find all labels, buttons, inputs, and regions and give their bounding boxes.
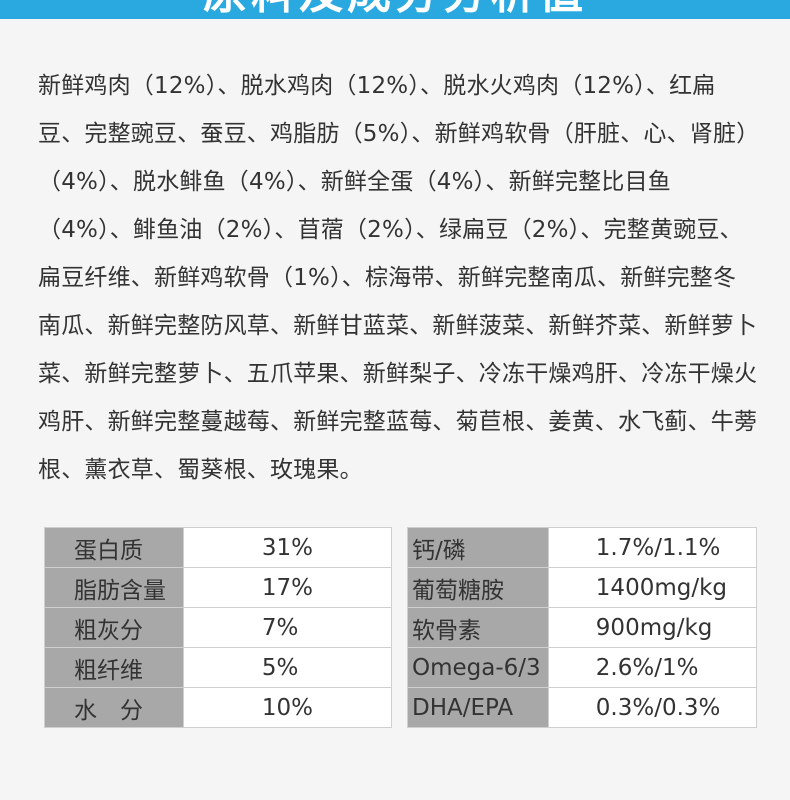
nutrient-label: 钙/磷 [407,527,549,568]
table-row: 水 分 10% [44,687,393,728]
nutrient-label: Omega-6/3 [407,647,549,688]
nutrient-value: 5% [182,647,393,688]
table-row: 粗纤维 5% [44,647,393,688]
nutrient-label: DHA/EPA [407,687,549,728]
nutrient-label: 脂肪含量 [44,567,184,608]
nutrient-value: 7% [182,607,393,648]
table-row: 脂肪含量 17% [44,567,393,608]
nutrient-value: 900mg/kg [547,607,758,648]
nutrition-table-right: 钙/磷 1.7%/1.1% 葡萄糖胺 1400mg/kg 软骨素 900mg/k… [407,527,758,728]
table-row: 粗灰分 7% [44,607,393,648]
table-row: 蛋白质 31% [44,527,393,568]
nutrient-label: 粗纤维 [44,647,184,688]
table-row: Omega-6/3 2.6%/1% [407,647,758,688]
page-title: 原料及成分分析值 [0,0,790,19]
nutrient-value: 2.6%/1% [547,647,758,688]
nutrient-label: 葡萄糖胺 [407,567,549,608]
nutrient-value: 31% [182,527,393,568]
header-banner: 原料及成分分析值 [0,0,790,19]
nutrient-value: 1.7%/1.1% [547,527,758,568]
nutrient-value: 10% [182,687,393,728]
ingredients-list: 新鲜鸡肉（12%）、脱水鸡肉（12%）、脱水火鸡肉（12%）、红扁豆、完整豌豆、… [38,73,758,483]
nutrition-table-left: 蛋白质 31% 脂肪含量 17% 粗灰分 7% 粗纤维 5% 水 分 10% [44,527,393,728]
nutrient-value: 1400mg/kg [547,567,758,608]
nutrient-label: 蛋白质 [44,527,184,568]
table-row: 葡萄糖胺 1400mg/kg [407,567,758,608]
table-row: 钙/磷 1.7%/1.1% [407,527,758,568]
nutrient-value: 17% [182,567,393,608]
nutrient-label: 水 分 [44,687,184,728]
nutrient-label: 软骨素 [407,607,549,648]
table-row: DHA/EPA 0.3%/0.3% [407,687,758,728]
nutrient-label: 粗灰分 [44,607,184,648]
nutrient-value: 0.3%/0.3% [547,687,758,728]
table-row: 软骨素 900mg/kg [407,607,758,648]
